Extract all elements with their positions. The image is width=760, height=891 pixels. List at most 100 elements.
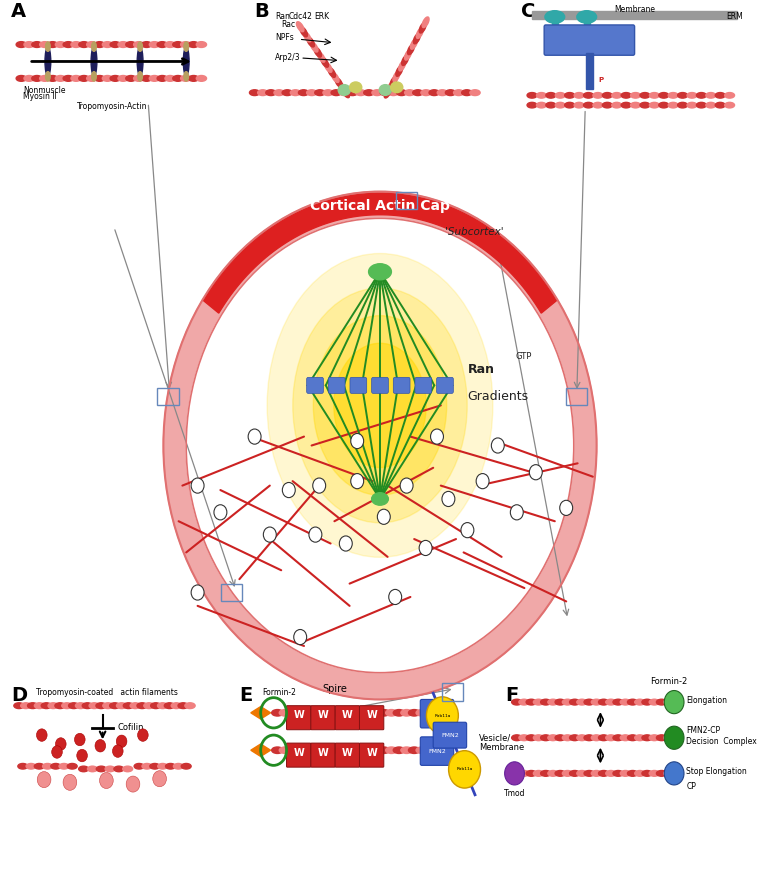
FancyBboxPatch shape	[328, 377, 345, 394]
Ellipse shape	[584, 735, 594, 740]
Ellipse shape	[105, 766, 115, 772]
Ellipse shape	[385, 747, 397, 754]
Ellipse shape	[16, 42, 27, 47]
Ellipse shape	[385, 709, 397, 716]
Ellipse shape	[184, 42, 188, 52]
Ellipse shape	[306, 90, 317, 95]
Ellipse shape	[355, 709, 367, 716]
Ellipse shape	[114, 766, 124, 772]
Ellipse shape	[347, 747, 359, 754]
Ellipse shape	[183, 47, 189, 76]
Circle shape	[378, 509, 391, 524]
Ellipse shape	[404, 90, 415, 95]
Ellipse shape	[118, 42, 128, 47]
Ellipse shape	[46, 71, 50, 81]
FancyBboxPatch shape	[306, 377, 324, 394]
Circle shape	[492, 437, 505, 453]
Ellipse shape	[620, 771, 631, 776]
Ellipse shape	[649, 699, 660, 705]
Circle shape	[476, 473, 489, 488]
Ellipse shape	[110, 42, 120, 47]
Ellipse shape	[555, 771, 565, 776]
Text: Formin-2: Formin-2	[650, 677, 688, 686]
Ellipse shape	[45, 47, 51, 76]
Ellipse shape	[331, 72, 339, 83]
Text: Cortical Actin Cap: Cortical Actin Cap	[310, 200, 450, 213]
Ellipse shape	[574, 102, 584, 108]
Ellipse shape	[668, 93, 678, 98]
Ellipse shape	[390, 77, 397, 87]
Text: Elongation: Elongation	[686, 696, 727, 705]
Ellipse shape	[318, 53, 325, 62]
Ellipse shape	[92, 71, 97, 81]
Ellipse shape	[356, 90, 366, 95]
Ellipse shape	[540, 735, 551, 740]
FancyBboxPatch shape	[350, 377, 366, 394]
Ellipse shape	[332, 709, 344, 716]
Ellipse shape	[724, 93, 734, 98]
Ellipse shape	[325, 747, 337, 754]
Ellipse shape	[315, 90, 325, 95]
Circle shape	[163, 192, 597, 699]
Ellipse shape	[165, 42, 176, 47]
Bar	[585, 53, 593, 89]
Ellipse shape	[94, 76, 105, 81]
Ellipse shape	[540, 699, 551, 705]
Circle shape	[351, 433, 363, 449]
Ellipse shape	[696, 102, 706, 108]
Ellipse shape	[569, 699, 580, 705]
Ellipse shape	[266, 90, 276, 95]
Text: Ran: Ran	[467, 364, 495, 376]
Ellipse shape	[363, 747, 375, 754]
Circle shape	[100, 772, 113, 789]
Ellipse shape	[678, 93, 688, 98]
Ellipse shape	[63, 42, 74, 47]
Ellipse shape	[461, 90, 472, 95]
Ellipse shape	[103, 703, 113, 708]
Text: Vesicle/: Vesicle/	[479, 733, 511, 742]
Text: W: W	[318, 710, 328, 721]
Ellipse shape	[311, 42, 318, 52]
FancyBboxPatch shape	[372, 377, 388, 394]
Ellipse shape	[526, 771, 537, 776]
Ellipse shape	[370, 747, 382, 754]
Ellipse shape	[391, 82, 403, 93]
Circle shape	[186, 218, 574, 673]
Circle shape	[664, 762, 684, 785]
Ellipse shape	[47, 42, 58, 47]
Text: W: W	[366, 748, 377, 758]
Ellipse shape	[659, 102, 669, 108]
Ellipse shape	[188, 42, 198, 47]
Text: Ran: Ran	[275, 12, 290, 21]
Ellipse shape	[631, 93, 641, 98]
Text: Cdc42: Cdc42	[289, 12, 312, 21]
Ellipse shape	[71, 42, 81, 47]
Ellipse shape	[437, 90, 448, 95]
Ellipse shape	[511, 699, 522, 705]
Ellipse shape	[309, 747, 321, 754]
Ellipse shape	[126, 76, 136, 81]
Circle shape	[293, 629, 306, 645]
Circle shape	[52, 746, 62, 758]
Ellipse shape	[342, 87, 350, 98]
Ellipse shape	[75, 703, 86, 708]
Ellipse shape	[24, 76, 34, 81]
Ellipse shape	[141, 76, 152, 81]
Ellipse shape	[258, 90, 268, 95]
Ellipse shape	[620, 735, 631, 740]
Ellipse shape	[527, 102, 537, 108]
Ellipse shape	[548, 735, 558, 740]
Ellipse shape	[577, 771, 587, 776]
Ellipse shape	[307, 37, 315, 47]
Ellipse shape	[116, 703, 127, 708]
Circle shape	[77, 749, 87, 762]
Circle shape	[264, 527, 277, 542]
Ellipse shape	[635, 735, 645, 740]
Ellipse shape	[299, 90, 309, 95]
Ellipse shape	[635, 699, 645, 705]
Ellipse shape	[157, 703, 168, 708]
Ellipse shape	[293, 288, 467, 523]
Circle shape	[461, 522, 474, 537]
Ellipse shape	[150, 764, 160, 769]
Ellipse shape	[416, 28, 423, 38]
